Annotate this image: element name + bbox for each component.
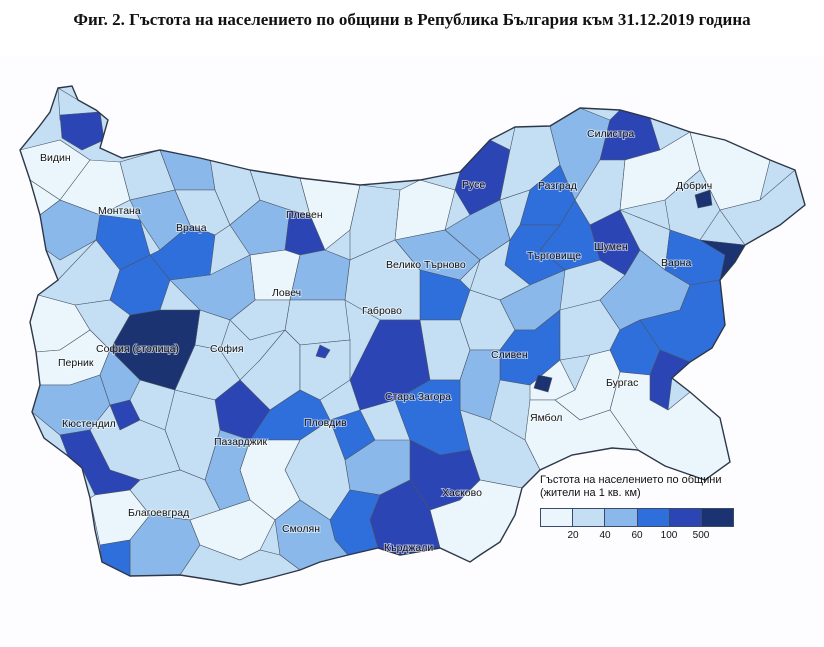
- city-label-kardzhali: Кърджали: [384, 542, 433, 554]
- municipality: [315, 344, 331, 359]
- city-label-sliven: Сливен: [491, 349, 528, 361]
- city-label-ruse: Русе: [462, 179, 485, 191]
- legend-tick-label: 20: [567, 530, 579, 541]
- city-label-pazardzhik: Пазарджик: [214, 436, 268, 448]
- municipality: [74, 299, 131, 351]
- legend-swatch-6: [701, 509, 734, 526]
- municipality: [299, 339, 351, 401]
- city-label-montana: Монтана: [98, 205, 141, 217]
- city-label-sofia: София: [210, 343, 244, 355]
- legend-title: Гъстота на населението по общини (жители…: [540, 474, 770, 500]
- city-labels: Видин Монтана Враца Плевен Русе Силистра Добри…: [39, 127, 713, 555]
- municipality: [99, 539, 131, 577]
- municipality: [284, 299, 351, 346]
- city-label-plovdiv: Пловдив: [304, 417, 347, 429]
- legend-tick-label: 40: [599, 530, 611, 541]
- map-area: Видин Монтана Враца Плевен Русе Силистра Добри…: [0, 56, 824, 647]
- city-label-lovech: Ловеч: [272, 287, 301, 299]
- city-label-veliko-tarnovo: Велико Търново: [386, 259, 466, 271]
- municipality-cells: [20, 87, 805, 585]
- municipality: [394, 179, 456, 241]
- city-label-razgrad: Разград: [538, 180, 577, 192]
- municipality: [59, 111, 105, 151]
- city-label-silistra: Силистра: [587, 128, 634, 140]
- legend-ticks: 20 40 60 100 500: [540, 530, 740, 544]
- legend-swatch-2: [573, 509, 606, 526]
- city-label-targovishte: Търговище: [527, 250, 581, 262]
- legend: Гъстота на населението по общини (жители…: [540, 474, 770, 544]
- legend-tick-label: 100: [660, 530, 678, 541]
- city-label-stara-zagora: Стара Загора: [385, 391, 451, 403]
- legend-swatch-5: [669, 509, 702, 526]
- city-label-smolyan: Смолян: [282, 523, 320, 535]
- municipality: [694, 189, 713, 209]
- legend-tick-label: 60: [631, 530, 643, 541]
- city-label-kyustendil: Кюстендил: [62, 418, 116, 430]
- city-label-dobrich: Добрич: [676, 180, 712, 192]
- legend-swatch-4: [637, 509, 670, 526]
- city-label-pernik: Перник: [58, 357, 94, 369]
- legend-swatch-1: [541, 509, 574, 526]
- city-label-pleven: Плевен: [286, 209, 323, 221]
- map-title: Фиг. 2. Гъстота на населението по общини…: [73, 10, 751, 29]
- legend-swatch-3: [605, 509, 638, 526]
- city-label-yambol: Ямбол: [530, 412, 562, 424]
- legend-tick-label: 500: [692, 530, 710, 541]
- municipality: [533, 374, 553, 393]
- city-label-varna: Варна: [661, 257, 691, 269]
- city-label-blagoevgrad: Благоевград: [128, 507, 189, 519]
- city-label-haskovo: Хасково: [442, 487, 482, 499]
- legend-color-bar: [540, 508, 734, 527]
- city-label-shumen: Шумен: [594, 241, 628, 253]
- legend-title-line1: Гъстота на населението по общини: [540, 474, 722, 486]
- legend-title-line2: (жители на 1 кв. км): [540, 487, 641, 499]
- city-label-burgas: Бургас: [606, 377, 638, 389]
- city-label-gabrovo: Габрово: [362, 305, 402, 317]
- city-label-sofia-stolitsa: София (столица): [96, 343, 179, 355]
- bulgaria-map: Видин Монтана Враца Плевен Русе Силистра Добри…: [19, 85, 806, 586]
- city-label-vidin: Видин: [40, 152, 71, 164]
- city-label-vratsa: Враца: [176, 222, 207, 234]
